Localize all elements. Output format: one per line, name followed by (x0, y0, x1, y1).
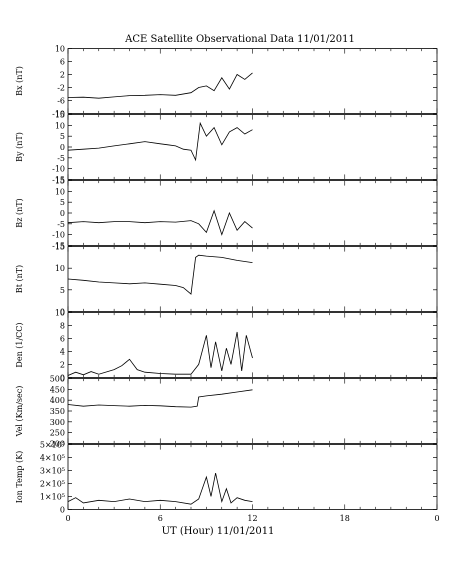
x-tick-label: 12 (247, 514, 257, 523)
panel-frame (67, 378, 438, 444)
series-line (67, 72, 253, 99)
y-tick-label: -6 (57, 96, 65, 105)
y-tick-label: 250 (50, 429, 65, 438)
y-tick-label: 2×10⁵ (40, 479, 65, 488)
series-line (67, 331, 253, 376)
panel-5: 0 2 4 6 8 10 Den (1/CC) (15, 309, 438, 382)
y-tick-label: 10 (55, 187, 65, 196)
y-tick-label: 5×10⁵ (40, 441, 65, 450)
y-tick-label: 350 (50, 407, 65, 416)
y-tick-label: 10 (55, 121, 65, 130)
y-tick-label: -10 (52, 165, 65, 174)
y-tick-label: -2 (57, 83, 65, 92)
y-tick-label: 10 (55, 264, 65, 273)
y-tick-label: 10 (55, 45, 65, 54)
y-tick-label: 300 (50, 418, 65, 427)
y-tick-label: 4 (60, 347, 65, 356)
x-tick-label: 0 (65, 514, 70, 523)
y-axis-label: Bz (nT) (15, 198, 24, 227)
y-tick-label: -5 (57, 154, 65, 163)
x-axis-title: UT (Hour) 11/01/2011 (162, 526, 275, 537)
y-tick-label: 15 (55, 111, 65, 120)
y-tick-label: 500 (50, 375, 65, 384)
panel-7: 0 1×10⁵ 2×10⁵ 3×10⁵ 4×10⁵ 5×10⁵ Ion Temp (K) (15, 441, 438, 514)
y-tick-label: 0 (60, 373, 65, 382)
y-tick-label: 6 (60, 58, 65, 67)
panel-frame (67, 246, 438, 312)
y-tick-label: 2 (60, 360, 65, 369)
panel-frame (67, 180, 438, 246)
y-tick-label: 5 (60, 132, 65, 141)
x-tick-label: 6 (158, 514, 163, 523)
y-tick-label: 2 (60, 71, 65, 80)
panel-4: 0 5 10 15 Bt (nT) (15, 243, 438, 316)
y-axis-label: By (nT) (15, 132, 24, 162)
series-line (67, 389, 253, 408)
series-line (67, 473, 253, 505)
y-tick-label: 6 (60, 335, 65, 344)
y-tick-label: 5 (60, 286, 65, 295)
y-tick-label: -10 (52, 109, 65, 118)
series-line (67, 209, 253, 236)
panel-frame (67, 48, 438, 114)
y-axis-label: Ion Temp (K) (15, 451, 24, 504)
y-tick-label: 0 (60, 307, 65, 316)
series-line (67, 254, 253, 295)
x-tick-label: 0 (434, 514, 439, 523)
panel-1: -10 -6 -2 2 6 10 Bx (nT) (15, 45, 438, 118)
y-tick-label: 15 (55, 177, 65, 186)
y-axis-label: Bx (nT) (15, 66, 24, 96)
y-tick-label: -5 (57, 220, 65, 229)
y-axis-label: Bt (nT) (15, 265, 24, 293)
y-tick-label: -15 (52, 241, 65, 250)
y-tick-label: 1×10⁵ (40, 492, 65, 501)
y-tick-label: -10 (52, 231, 65, 240)
y-tick-label: 400 (50, 396, 65, 405)
y-tick-label: 5 (60, 198, 65, 207)
y-tick-label: 450 (50, 385, 65, 394)
figure-title: ACE Satellite Observational Data 11/01/2… (124, 34, 355, 45)
y-tick-label: 8 (60, 322, 65, 331)
x-tick-label: 18 (340, 514, 350, 523)
y-tick-label: 0 (60, 143, 65, 152)
y-tick-label: 0 (60, 505, 65, 514)
y-axis-label: Vel (Km/sec) (15, 386, 24, 438)
y-tick-label: -15 (52, 175, 65, 184)
y-tick-label: 3×10⁵ (40, 467, 65, 476)
y-tick-label: 4×10⁵ (40, 454, 65, 463)
y-tick-label: 0 (60, 209, 65, 218)
y-tick-label: 200 (50, 439, 65, 448)
y-axis-label: Den (1/CC) (15, 322, 24, 367)
panel-frame (67, 114, 438, 180)
panel-frame (67, 312, 438, 378)
y-tick-label: 10 (55, 309, 65, 318)
y-tick-label: 15 (55, 243, 65, 252)
series-line (67, 121, 253, 162)
